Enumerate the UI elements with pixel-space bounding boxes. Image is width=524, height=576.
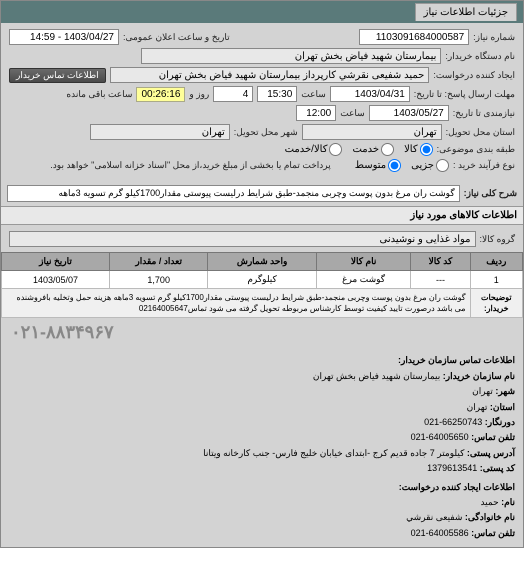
delivery-province-label: استان محل تحویل: [446,127,515,138]
goods-table: ردیف کد کالا نام کالا واحد شمارش تعداد /… [1,252,523,318]
col-qty: تعداد / مقدار [110,253,208,271]
budget-service-radio[interactable]: خدمت [352,143,394,156]
cell-date: 1403/05/07 [2,271,110,289]
contact-org: بیمارستان شهید فیاض بخش تهران [313,371,440,381]
contact-name-label: نام: [501,497,515,507]
budget-goods-radio[interactable]: کالا [404,143,433,156]
goods-group-field [9,231,476,247]
deadline-time-label: ساعت [301,89,326,100]
need-until-date-field [369,105,449,121]
need-title-label: شرح کلی نیاز: [464,188,517,199]
buyer-org-label: نام دستگاه خریدار: [445,51,515,62]
goods-section-header: اطلاعات کالاهای مورد نیاز [1,206,523,225]
buyer-org-field [141,48,441,64]
tab-bar: جزئیات اطلاعات نیاز [1,1,523,23]
cell-code: --- [411,271,470,289]
budget-goods-input[interactable] [420,143,433,156]
need-until-time-label: ساعت [340,108,365,119]
remain-label: ساعت باقی مانده [66,89,132,100]
purchase-label: نوع فرآیند خرید : [453,160,515,171]
delivery-city-field [90,124,230,140]
goods-group-label: گروه کالا: [480,234,515,245]
form-area: شماره نیاز: تاریخ و ساعت اعلان عمومی: نا… [1,23,523,181]
purchase-medium-input[interactable] [388,159,401,172]
desc-label-cell: توضیحات خریدار: [470,289,522,318]
main-panel: جزئیات اطلاعات نیاز شماره نیاز: تاریخ و … [0,0,524,548]
contact-city: تهران [472,386,493,396]
table-header-row: ردیف کد کالا نام کالا واحد شمارش تعداد /… [2,253,523,271]
need-until-time-field [296,105,336,121]
need-number-label: شماره نیاز: [473,32,515,43]
contact-org-label: نام سازمان خریدار: [443,371,515,381]
announce-label: تاریخ و ساعت اعلان عمومی: [123,32,230,43]
need-until-label: نیازمندی تا تاریخ: [453,108,515,119]
budget-service-input[interactable] [381,143,394,156]
need-title-row: شرح کلی نیاز: گوشت ران مرغ بدون پوست وچر… [1,181,523,206]
contact-phone2: 64005586-021 [411,528,469,538]
contact-address-label: آدرس پستی: [467,448,515,458]
announce-field [9,29,119,45]
table-desc-row: توضیحات خریدار: گوشت ران مرغ بدون پوست و… [2,289,523,318]
desc-cell: گوشت ران مرغ بدون پوست وچربی منجمد-طبق ش… [2,289,471,318]
contact-buyer-button[interactable]: اطلاعات تماس خریدار [9,68,106,83]
contact-fax-label: دورنگار: [485,417,515,427]
contact-phone-label: تلفن تماس: [471,432,515,442]
deadline-time-field [257,86,297,102]
remain-days-label: روز و [189,89,209,100]
big-phone: ۰۲۱-۸۸۳۴۹۶۷ [1,318,523,347]
budget-label: طبقه بندی موضوعی: [437,144,515,155]
payment-note: پرداخت تمام یا بخشی از مبلغ خرید،از محل … [50,160,330,171]
purchase-small-radio[interactable]: جزیی [411,159,449,172]
delivery-city-label: شهر محل تحویل: [234,127,298,138]
contact-province-label: استان: [490,402,515,412]
deadline-date-field [330,86,410,102]
deadline-label: مهلت ارسال پاسخ: تا تاریخ: [414,89,515,100]
col-name: نام کالا [316,253,411,271]
purchase-small-label: جزیی [411,160,434,171]
need-number-field [359,29,469,45]
col-code: کد کالا [411,253,470,271]
cell-qty: 1,700 [110,271,208,289]
need-title-field: گوشت ران مرغ بدون پوست وچربی منجمد-طبق ش… [7,185,460,202]
contact-address: کیلومتر 7 جاده قدیم کرج -ابتدای خیابان خ… [203,448,464,458]
contact-city-label: شهر: [495,386,515,396]
contact-province: تهران [467,402,488,412]
contact-header: اطلاعات تماس سازمان خریدار: [9,353,515,367]
requester-label: ایجاد کننده درخواست: [433,70,515,81]
cell-unit: کیلوگرم [208,271,316,289]
col-idx: ردیف [470,253,522,271]
contact-fax: 66250743-021 [424,417,482,427]
budget-both-input[interactable] [329,143,342,156]
contact-postal: 1379613541 [427,463,477,473]
cell-idx: 1 [470,271,522,289]
contact-postal-label: کد پستی: [480,463,515,473]
purchase-small-input[interactable] [436,159,449,172]
purchase-medium-radio[interactable]: متوسط [355,159,401,172]
remain-days-field [213,86,253,102]
contact-section: اطلاعات تماس سازمان خریدار: نام سازمان خ… [1,347,523,547]
req-creator-header: اطلاعات ایجاد کننده درخواست: [9,480,515,494]
contact-name: حمید [480,497,498,507]
contact-phone2-label: تلفن تماس: [471,528,515,538]
col-unit: واحد شمارش [208,253,316,271]
contact-family-label: نام خانوادگی: [465,512,515,522]
delivery-province-field [302,124,442,140]
contact-family: شفیعی نقرشي [406,512,462,522]
budget-both-label: کالا/خدمت [285,144,328,155]
remain-time-box: 00:26:16 [136,87,185,102]
budget-radio-group: کالا خدمت کالا/خدمت [285,143,433,156]
requester-field [110,67,430,83]
budget-service-label: خدمت [352,144,379,155]
table-row[interactable]: 1 --- گوشت مرغ کیلوگرم 1,700 1403/05/07 [2,271,523,289]
tab-need-details[interactable]: جزئیات اطلاعات نیاز [415,3,517,21]
cell-name: گوشت مرغ [316,271,411,289]
purchase-radio-group: جزیی متوسط [355,159,449,172]
col-date: تاریخ نیاز [2,253,110,271]
contact-phone: 64005650-021 [411,432,469,442]
budget-both-radio[interactable]: کالا/خدمت [285,143,343,156]
budget-goods-label: کالا [404,144,418,155]
purchase-medium-label: متوسط [355,160,386,171]
